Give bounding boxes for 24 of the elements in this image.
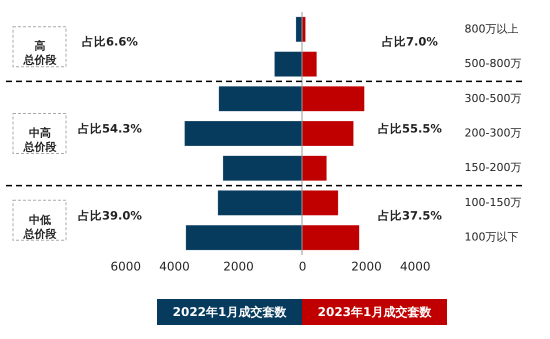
y-tick-label: 800万以上 <box>464 22 518 36</box>
annotation: 占比37.5% <box>378 208 442 222</box>
text: 中高总价段 <box>22 126 58 154</box>
x-tick-label: 2000 <box>351 260 382 274</box>
y-tick-label: 500-800万 <box>464 57 522 70</box>
annotation: 占比39.0% <box>78 208 142 222</box>
x-tick-label: 6000 <box>110 260 142 274</box>
y-tick-label: 150-200万 <box>464 161 522 174</box>
y-tick-label: 300-500万 <box>464 92 522 105</box>
annotation: 占比6.6% <box>82 34 138 49</box>
x-tick-label: 4000 <box>159 260 190 274</box>
annotation: 占比55.5% <box>378 122 442 136</box>
y-tick-label: 100-150万 <box>464 196 522 209</box>
annotation: 占比7.0% <box>382 34 438 49</box>
x-tick-label: 4000 <box>400 260 430 274</box>
annotation: 占比54.3% <box>78 122 142 136</box>
y-tick-label: 200-300万 <box>464 126 522 140</box>
y-tick-label: 100万以下 <box>464 230 518 244</box>
text: 高总价段 <box>22 40 58 67</box>
text: 中低总价段 <box>22 213 58 240</box>
x-tick-label: 0 <box>298 260 306 274</box>
text: 2023年1月成交套数 <box>318 305 432 319</box>
x-tick-label: 2000 <box>223 260 254 274</box>
text: 2022年1月成交套数 <box>172 305 288 319</box>
